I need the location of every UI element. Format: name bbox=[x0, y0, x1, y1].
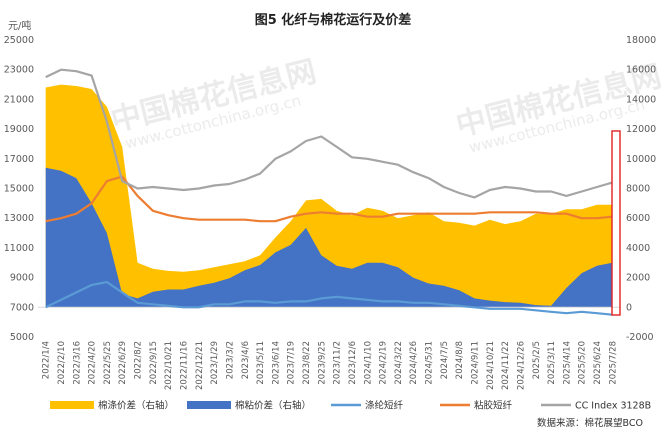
x-tick-label: 2023/4/6 bbox=[241, 341, 251, 379]
area-series-layer bbox=[38, 84, 620, 308]
x-tick-label: 2024/7/5 bbox=[440, 341, 450, 379]
x-tick-label: 2023/6/14 bbox=[271, 341, 281, 385]
legend-label: CC Index 3128B bbox=[575, 401, 651, 412]
x-tick-label: 2024/1/10 bbox=[363, 341, 373, 385]
chart-title: 图5 化纤与棉花运行及价差 bbox=[255, 12, 412, 28]
x-tick-label: 2022/6/29 bbox=[118, 341, 128, 385]
x-tick-label: 2023/3/2 bbox=[225, 341, 235, 379]
x-tick-label: 2025/5/20 bbox=[578, 341, 588, 385]
x-tick-label: 2024/11/22 bbox=[501, 341, 511, 390]
watermark: 中国棉花信息网 www.cottonchina.org.cn 中国棉花信息网 w… bbox=[108, 54, 662, 156]
x-tick-label: 2024/9/11 bbox=[471, 341, 481, 385]
left-tick-label: 13000 bbox=[4, 213, 34, 224]
line-series-0 bbox=[45, 281, 613, 316]
x-tick-label: 2024/10/21 bbox=[486, 341, 496, 390]
legend-label: 棉粘价差（右轴） bbox=[235, 400, 311, 412]
area-series-1 bbox=[45, 167, 613, 308]
x-tick-label: 2025/4/14 bbox=[562, 341, 572, 385]
x-tick-label: 2022/5/25 bbox=[103, 341, 113, 385]
source-note: 数据来源：棉花展望BCO bbox=[537, 417, 643, 429]
x-tick-label: 2022/3/16 bbox=[72, 341, 82, 385]
right-tick-label: 2000 bbox=[626, 273, 650, 284]
left-tick-label: 9000 bbox=[10, 273, 34, 284]
x-tick-label: 2024/5/31 bbox=[425, 341, 435, 385]
area-series-0 bbox=[45, 84, 613, 308]
left-axis-unit: 元/吨 bbox=[8, 19, 31, 32]
x-tick-label: 2022/4/20 bbox=[88, 341, 98, 385]
x-tick-label: 2024/4/26 bbox=[409, 341, 419, 385]
left-tick-label: 15000 bbox=[4, 184, 34, 195]
x-tick-label: 2025/7/28 bbox=[608, 341, 618, 385]
x-tick-label: 2022/2/10 bbox=[57, 341, 67, 385]
legend-label: 棉涤价差（右轴） bbox=[98, 400, 174, 412]
left-tick-label: 25000 bbox=[4, 35, 34, 46]
left-tick-label: 11000 bbox=[4, 243, 34, 254]
x-tick-label: 2023/5/11 bbox=[256, 341, 266, 385]
legend: 棉涤价差（右轴） 棉粘价差（右轴） 涤纶短纤 粘胶短纤 CC Index 3128B bbox=[50, 400, 651, 412]
left-tick-label: 17000 bbox=[4, 154, 34, 165]
x-tick-label: 2025/6/24 bbox=[593, 341, 603, 385]
x-tick-label: 2024/12/26 bbox=[516, 341, 526, 390]
x-tick-label: 2022/11/16 bbox=[180, 341, 190, 390]
line-series-layer bbox=[45, 68, 613, 316]
right-tick-label: 10000 bbox=[626, 154, 656, 165]
right-tick-label: 16000 bbox=[626, 65, 656, 76]
x-tick-label: 2025/2/5 bbox=[532, 341, 542, 379]
left-tick-label: 21000 bbox=[4, 94, 34, 105]
x-tick-label: 2023/9/25 bbox=[317, 341, 327, 385]
x-tick-label: 2022/1/4 bbox=[42, 341, 52, 379]
legend-swatch bbox=[50, 401, 94, 409]
right-tick-label: 0 bbox=[626, 302, 632, 313]
x-tick-label: 2023/8/22 bbox=[302, 341, 312, 385]
line-series-2 bbox=[45, 68, 613, 199]
x-tick-label: 2023/1/29 bbox=[210, 341, 220, 385]
right-tick-label: 14000 bbox=[626, 94, 656, 105]
x-tick-label: 2023/7/19 bbox=[287, 341, 297, 385]
right-axis: -2000 0 2000 4000 6000 8000 10000 12000 14000 160… bbox=[626, 35, 656, 343]
x-tick-label: 2022/9/15 bbox=[149, 341, 159, 385]
x-tick-label: 2024/3/22 bbox=[394, 341, 404, 385]
x-tick-label: 2022/12/21 bbox=[195, 341, 205, 390]
x-tick-label: 2024/2/19 bbox=[379, 341, 389, 385]
right-tick-label: -2000 bbox=[626, 332, 654, 343]
x-tick-label: 2022/10/21 bbox=[164, 341, 174, 390]
left-tick-label: 7000 bbox=[10, 302, 34, 313]
line-series-1 bbox=[45, 175, 613, 223]
left-tick-label: 19000 bbox=[4, 124, 34, 135]
x-tick-label: 2025/3/11 bbox=[547, 341, 557, 385]
left-tick-label: 23000 bbox=[4, 65, 34, 76]
legend-label: 粘胶短纤 bbox=[474, 400, 513, 412]
x-axis: 2022/1/4 2022/2/10 2022/3/16 2022/4/20 2022/… bbox=[42, 341, 619, 390]
highlight-box bbox=[611, 130, 621, 316]
right-tick-label: 18000 bbox=[626, 35, 656, 46]
legend-swatch bbox=[187, 401, 231, 409]
x-tick-label: 2024/8/8 bbox=[455, 341, 465, 379]
right-tick-label: 12000 bbox=[626, 124, 656, 135]
left-tick-label: 5000 bbox=[10, 332, 34, 343]
x-tick-label: 2023/11/2 bbox=[333, 341, 343, 385]
right-tick-label: 8000 bbox=[626, 184, 650, 195]
right-tick-label: 6000 bbox=[626, 213, 650, 224]
x-tick-label: 2022/8/2 bbox=[134, 341, 144, 379]
left-axis: 5000 7000 9000 11000 13000 15000 17000 19000 210… bbox=[4, 35, 34, 343]
legend-label: 涤纶短纤 bbox=[365, 400, 404, 412]
x-tick-label: 2023/12/6 bbox=[348, 341, 358, 385]
right-tick-label: 4000 bbox=[626, 243, 650, 254]
